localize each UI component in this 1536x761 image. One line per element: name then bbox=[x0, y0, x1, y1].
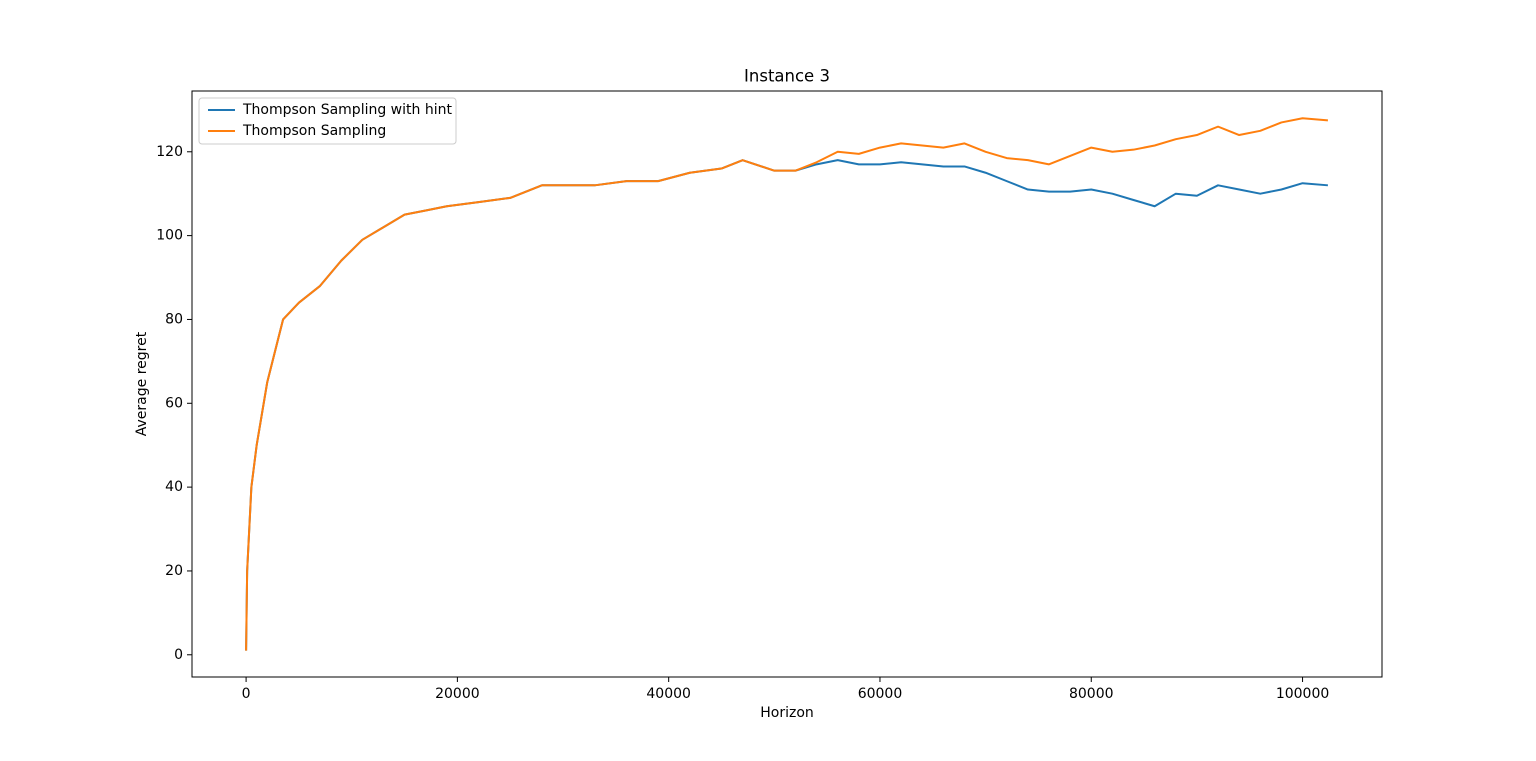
y-tick-label: 80 bbox=[165, 311, 183, 327]
y-tick-label: 60 bbox=[165, 395, 183, 411]
y-tick-label: 0 bbox=[174, 647, 183, 663]
x-tick-label: 20000 bbox=[435, 686, 480, 702]
legend-box bbox=[198, 97, 457, 145]
y-tick-label: 120 bbox=[156, 144, 183, 160]
y-tick-label: 40 bbox=[165, 479, 183, 495]
x-tick-label: 60000 bbox=[858, 686, 903, 702]
x-tick-label: 40000 bbox=[646, 686, 691, 702]
x-tick-label: 0 bbox=[242, 686, 251, 702]
x-tick-label: 80000 bbox=[1069, 686, 1114, 702]
axes-frame bbox=[191, 90, 1383, 678]
series-line bbox=[245, 159, 1328, 651]
x-tick-label: 100000 bbox=[1276, 686, 1329, 702]
y-axis-label: Average regret bbox=[134, 331, 150, 436]
series-line bbox=[245, 117, 1328, 651]
x-axis-label: Horizon bbox=[760, 705, 814, 721]
legend-label: Thompson Sampling with hint bbox=[242, 102, 452, 118]
legend-label: Thompson Sampling bbox=[242, 123, 386, 139]
legend: Thompson Sampling with hint Thompson Samp… bbox=[198, 97, 457, 145]
chart-title: Instance 3 bbox=[744, 67, 830, 86]
y-tick-label: 20 bbox=[165, 563, 183, 579]
y-tick-label: 100 bbox=[156, 228, 183, 244]
